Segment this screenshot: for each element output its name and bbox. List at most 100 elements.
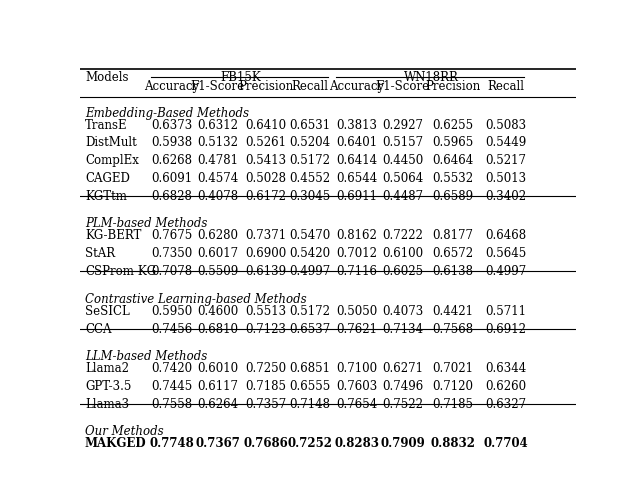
Text: 0.6589: 0.6589 [433,190,474,203]
Text: 0.5083: 0.5083 [485,119,526,132]
Text: 0.5532: 0.5532 [433,172,474,185]
Text: 0.5449: 0.5449 [485,136,526,150]
Text: 0.5513: 0.5513 [245,304,287,318]
Text: 0.4997: 0.4997 [485,265,526,278]
Text: 0.2927: 0.2927 [382,119,424,132]
Text: 0.6464: 0.6464 [433,154,474,167]
Text: 0.8832: 0.8832 [431,437,476,450]
Text: 0.5028: 0.5028 [246,172,287,185]
Text: 0.6410: 0.6410 [245,119,287,132]
Text: 0.5217: 0.5217 [485,154,526,167]
Text: 0.6373: 0.6373 [151,119,193,132]
Text: 0.4421: 0.4421 [433,304,474,318]
Text: 0.4073: 0.4073 [382,304,424,318]
Text: 0.6468: 0.6468 [485,229,526,242]
Text: Recall: Recall [487,80,524,93]
Text: FB15K: FB15K [220,71,261,84]
Text: PLM-based Methods: PLM-based Methods [85,217,207,230]
Text: 0.6401: 0.6401 [336,136,378,150]
Text: 0.5157: 0.5157 [382,136,424,150]
Text: 0.6555: 0.6555 [289,380,330,393]
Text: 0.7420: 0.7420 [151,362,193,375]
Text: 0.7100: 0.7100 [336,362,378,375]
Text: 0.6312: 0.6312 [197,119,238,132]
Text: 0.7568: 0.7568 [433,322,474,335]
Text: 0.7704: 0.7704 [483,437,528,450]
Text: 0.6327: 0.6327 [485,398,526,411]
Text: ComplEx: ComplEx [85,154,139,167]
Text: 0.6344: 0.6344 [485,362,526,375]
Text: 0.7116: 0.7116 [336,265,377,278]
Text: 0.4078: 0.4078 [197,190,239,203]
Text: WN18RR: WN18RR [404,71,459,84]
Text: 0.5420: 0.5420 [289,247,330,260]
Text: 0.5711: 0.5711 [485,304,526,318]
Text: 0.6911: 0.6911 [336,190,377,203]
Text: 0.6100: 0.6100 [382,247,424,260]
Text: Models: Models [85,71,129,84]
Text: 0.7123: 0.7123 [246,322,287,335]
Text: 0.5064: 0.5064 [382,172,424,185]
Text: 0.7445: 0.7445 [151,380,193,393]
Text: 0.6025: 0.6025 [382,265,424,278]
Text: 0.3813: 0.3813 [336,119,377,132]
Text: 0.6828: 0.6828 [151,190,192,203]
Text: 0.6544: 0.6544 [336,172,378,185]
Text: 0.7522: 0.7522 [382,398,424,411]
Text: 0.7222: 0.7222 [383,229,423,242]
Text: 0.5965: 0.5965 [433,136,474,150]
Text: 0.6912: 0.6912 [485,322,526,335]
Text: MAKGED: MAKGED [85,437,147,450]
Text: 0.5050: 0.5050 [336,304,378,318]
Text: 0.6572: 0.6572 [433,247,474,260]
Text: 0.6851: 0.6851 [289,362,330,375]
Text: 0.6117: 0.6117 [197,380,238,393]
Text: 0.8162: 0.8162 [337,229,377,242]
Text: Precision: Precision [238,80,294,93]
Text: 0.4450: 0.4450 [382,154,424,167]
Text: 0.7456: 0.7456 [151,322,193,335]
Text: 0.5172: 0.5172 [289,154,330,167]
Text: 0.7748: 0.7748 [149,437,194,450]
Text: 0.6414: 0.6414 [336,154,378,167]
Text: 0.6260: 0.6260 [485,380,526,393]
Text: Precision: Precision [426,80,481,93]
Text: Our Methods: Our Methods [85,425,164,438]
Text: 0.6268: 0.6268 [151,154,192,167]
Text: 0.7012: 0.7012 [336,247,377,260]
Text: TransE: TransE [85,119,127,132]
Text: 0.7120: 0.7120 [433,380,474,393]
Text: SeSICL: SeSICL [85,304,130,318]
Text: 0.7250: 0.7250 [245,362,287,375]
Text: 0.6138: 0.6138 [433,265,474,278]
Text: CAGED: CAGED [85,172,130,185]
Text: LLM-based Methods: LLM-based Methods [85,350,207,363]
Text: 0.6531: 0.6531 [289,119,330,132]
Text: 0.5645: 0.5645 [485,247,526,260]
Text: Llama3: Llama3 [85,398,129,411]
Text: Embedding-Based Methods: Embedding-Based Methods [85,106,249,120]
Text: 0.5172: 0.5172 [289,304,330,318]
Text: 0.5938: 0.5938 [151,136,193,150]
Text: 0.6255: 0.6255 [433,119,474,132]
Text: Accuracy: Accuracy [144,80,199,93]
Text: 0.4574: 0.4574 [197,172,239,185]
Text: 0.7558: 0.7558 [151,398,193,411]
Text: 0.7021: 0.7021 [433,362,474,375]
Text: 0.5013: 0.5013 [485,172,526,185]
Text: 0.7371: 0.7371 [245,229,287,242]
Text: 0.7603: 0.7603 [336,380,378,393]
Text: 0.6900: 0.6900 [245,247,287,260]
Text: StAR: StAR [85,247,115,260]
Text: CCA: CCA [85,322,111,335]
Text: 0.7367: 0.7367 [195,437,241,450]
Text: KGTtm: KGTtm [85,190,127,203]
Text: 0.4781: 0.4781 [197,154,238,167]
Text: 0.5509: 0.5509 [197,265,239,278]
Text: 0.8177: 0.8177 [433,229,474,242]
Text: Accuracy: Accuracy [329,80,385,93]
Text: 0.7185: 0.7185 [246,380,287,393]
Text: 0.7654: 0.7654 [336,398,378,411]
Text: 0.3402: 0.3402 [485,190,526,203]
Text: 0.6810: 0.6810 [197,322,238,335]
